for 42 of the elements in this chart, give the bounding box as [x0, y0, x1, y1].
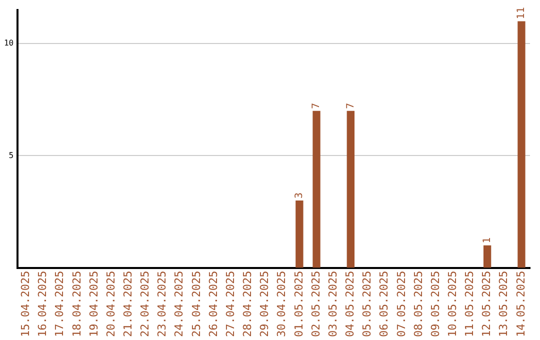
x-tick-label: 29.04.2025 [258, 270, 272, 338]
x-tick-label: 01.05.2025 [292, 270, 306, 338]
x-tick-label: 04.05.2025 [344, 270, 357, 338]
x-tick-label: 06.05.2025 [378, 270, 391, 338]
y-tick-label: 10 [4, 38, 14, 48]
x-tick-label: 09.05.2025 [428, 270, 442, 338]
x-tick-label: 17.04.2025 [53, 270, 66, 338]
data-label: 3 [294, 192, 306, 199]
data-label: 7 [311, 102, 322, 109]
x-tick-label: 10.05.2025 [446, 270, 460, 338]
x-tick-label: 23.04.2025 [156, 270, 169, 338]
x-tick-label: 30.04.2025 [275, 270, 288, 338]
x-tick-label: 21.04.2025 [122, 270, 135, 338]
bar [518, 21, 526, 268]
x-tick-label: 08.05.2025 [412, 270, 425, 338]
x-tick-label: 05.05.2025 [360, 270, 374, 338]
bar [483, 245, 492, 268]
x-tick-label: 15.04.2025 [19, 270, 32, 338]
x-tick-label: 25.04.2025 [190, 270, 203, 338]
x-tick-label: 18.04.2025 [70, 270, 84, 338]
x-tick-label: 22.04.2025 [138, 270, 152, 338]
x-tick-label: 26.04.2025 [206, 270, 220, 338]
x-tick-label: 16.04.2025 [36, 270, 50, 338]
x-tick-label: 24.04.2025 [172, 270, 186, 338]
bar [346, 110, 355, 268]
bar [312, 110, 320, 268]
x-tick-label: 20.04.2025 [104, 270, 118, 338]
data-label: 1 [482, 237, 493, 244]
data-label: 7 [345, 102, 356, 109]
y-tick-label: 5 [8, 150, 14, 160]
bar [296, 200, 304, 268]
x-tick-label: 28.04.2025 [241, 270, 254, 338]
x-tick-label: 03.05.2025 [326, 270, 340, 338]
x-tick-label: 13.05.2025 [497, 270, 510, 338]
x-tick-label: 19.04.2025 [87, 270, 100, 338]
x-tick-label: 27.04.2025 [224, 270, 237, 338]
x-tick-label: 12.05.2025 [480, 270, 494, 338]
x-tick-label: 14.05.2025 [514, 270, 528, 338]
data-label: 11 [516, 7, 528, 20]
x-tick-label: 02.05.2025 [309, 270, 322, 338]
x-tick-label: 11.05.2025 [463, 270, 476, 338]
x-tick-label: 07.05.2025 [394, 270, 408, 338]
